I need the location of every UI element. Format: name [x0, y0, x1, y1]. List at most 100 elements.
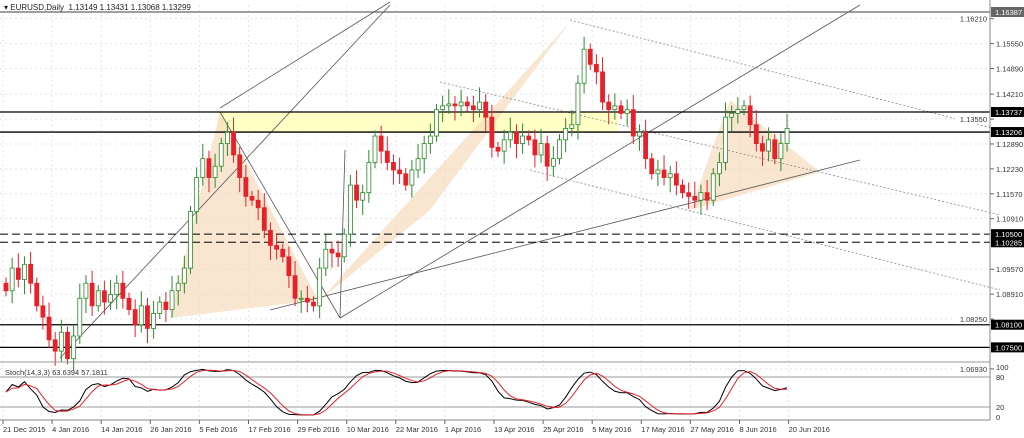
- candle: [495, 146, 501, 152]
- candle: [102, 290, 107, 303]
- candle: [372, 135, 378, 163]
- candle: [138, 305, 144, 326]
- x-tick-label: 25 Apr 2016: [543, 425, 583, 434]
- candle: [268, 229, 273, 246]
- candle: [304, 297, 310, 303]
- y-tick-label: 1.14890: [996, 64, 1023, 73]
- candle: [489, 116, 495, 148]
- candle: [206, 158, 212, 178]
- candle: [698, 192, 704, 201]
- candle: [421, 143, 427, 160]
- candle: [532, 139, 538, 156]
- candle: [680, 184, 685, 194]
- candle: [46, 316, 52, 341]
- stoch-axis-label: 80: [996, 373, 1004, 382]
- candle: [132, 309, 138, 326]
- candle: [458, 101, 464, 107]
- candle: [108, 294, 113, 303]
- candle: [717, 162, 722, 175]
- stoch-signal-line: [5, 369, 788, 416]
- candle: [655, 169, 661, 175]
- candle: [89, 282, 95, 307]
- candle: [52, 339, 58, 352]
- candle: [409, 169, 415, 186]
- candle: [452, 103, 458, 107]
- candle: [261, 207, 267, 231]
- candle: [22, 263, 27, 280]
- candle: [643, 131, 648, 160]
- x-tick-label: 17 May 2016: [641, 425, 684, 434]
- candle: [403, 173, 409, 186]
- candle: [470, 105, 476, 111]
- candle: [212, 165, 218, 178]
- candle: [292, 275, 298, 299]
- level-price-tag: [991, 107, 1024, 117]
- candle: [704, 192, 710, 201]
- y-tick-label: 1.10910: [996, 215, 1023, 224]
- candle: [581, 48, 587, 84]
- candle: [255, 199, 261, 209]
- candle: [464, 101, 470, 107]
- candle: [741, 105, 747, 111]
- y-tick-label: 1.13550: [960, 115, 987, 124]
- candle: [169, 290, 175, 311]
- candle: [286, 256, 292, 277]
- candle: [126, 297, 132, 311]
- candle: [329, 248, 335, 254]
- y-tick-label: 1.15550: [996, 40, 1023, 49]
- candle: [501, 139, 507, 152]
- candle: [34, 282, 40, 307]
- level-price-label: 1.08100: [995, 321, 1022, 330]
- candle: [723, 116, 728, 163]
- candle: [83, 282, 89, 299]
- level-price-label: 1.10500: [995, 230, 1022, 239]
- y-tick-label: 1.14210: [996, 90, 1023, 99]
- candle: [710, 173, 716, 201]
- x-tick-label: 13 Apr 2016: [494, 425, 534, 434]
- candle: [557, 139, 562, 160]
- candle: [181, 267, 187, 284]
- y-tick-label-bg: [955, 315, 988, 325]
- level-price-tag: [991, 319, 1024, 330]
- candle: [649, 158, 655, 175]
- level-price-label: 1.13737: [995, 108, 1022, 117]
- candle: [65, 331, 70, 360]
- stoch-axis-label: 100: [996, 363, 1009, 372]
- y-tick-label: 1.16210: [960, 15, 987, 24]
- x-tick-label: 21 Dec 2015: [3, 425, 46, 434]
- stoch-main-line: [5, 368, 788, 416]
- y-tick-label-bg: [955, 364, 988, 374]
- stoch-axis-label: 0: [996, 413, 1000, 422]
- stoch-axis-label: 20: [996, 403, 1004, 412]
- candle: [661, 169, 667, 178]
- candle: [784, 128, 790, 144]
- candle: [157, 301, 163, 314]
- candle: [323, 248, 329, 269]
- candle: [747, 105, 753, 126]
- level-price-tag: [991, 237, 1024, 248]
- x-tick-label: 5 May 2016: [592, 425, 631, 434]
- x-tick-label: 27 May 2016: [690, 425, 733, 434]
- candle: [514, 131, 519, 144]
- candle: [378, 135, 384, 152]
- candle: [224, 131, 230, 144]
- x-tick-label: 5 Feb 2016: [199, 425, 237, 434]
- candle: [692, 196, 698, 201]
- candle: [507, 131, 513, 141]
- candle: [544, 143, 550, 167]
- candle: [760, 143, 765, 152]
- candle: [3, 282, 9, 292]
- y-tick-label: 1.08250: [960, 315, 987, 324]
- candle: [28, 263, 34, 284]
- y-tick-label: 1.09570: [996, 265, 1023, 274]
- candle: [347, 184, 353, 235]
- candle: [298, 297, 304, 300]
- candle: [71, 335, 77, 360]
- x-tick-label: 29 Feb 2016: [298, 425, 340, 434]
- x-tick-label: 17 Feb 2016: [249, 425, 291, 434]
- candle: [175, 282, 181, 292]
- candle: [274, 245, 280, 250]
- x-tick-label: 8 Jun 2016: [740, 425, 777, 434]
